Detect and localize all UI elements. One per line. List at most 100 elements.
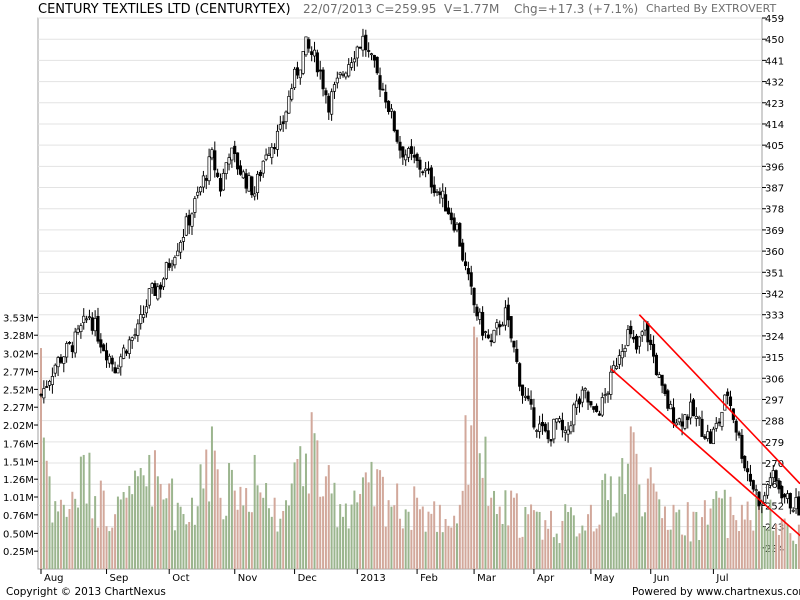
volume-bar (91, 518, 94, 569)
candle-body (130, 337, 134, 341)
volume-bar (344, 503, 347, 569)
volume-bar (145, 486, 148, 569)
candle-body (347, 64, 351, 77)
month-label: 2013 (360, 573, 385, 584)
volume-bar (364, 472, 367, 569)
price-tick-label: 306 (765, 374, 784, 385)
volume-bar (79, 456, 82, 569)
volume-bar (333, 482, 336, 569)
candle-body (463, 261, 468, 267)
candle-body (552, 418, 556, 440)
candle-body (404, 154, 408, 161)
price-tick-label: 450 (765, 35, 784, 46)
candle-body (147, 288, 151, 306)
candle-body (119, 356, 123, 368)
candle-body (76, 328, 80, 333)
volume-bar (758, 497, 760, 569)
candle-body (617, 355, 621, 365)
volume-bar (792, 540, 795, 569)
candle-body (489, 340, 493, 343)
volume-bar (307, 493, 310, 569)
candle-body (406, 148, 411, 158)
volume-bar (285, 500, 288, 569)
volume-bar (319, 496, 322, 569)
candle-body (218, 178, 223, 192)
volume-bar (723, 489, 726, 569)
volume-bar (444, 519, 447, 569)
candle-body (82, 315, 86, 323)
volume-bar (99, 480, 102, 569)
volume-bar (153, 450, 156, 569)
volume-bar (578, 533, 581, 569)
candle-body (461, 242, 465, 261)
volume-bar (618, 476, 621, 569)
volume-bar (77, 507, 80, 569)
volume-bar (262, 497, 265, 569)
candle-body (190, 213, 194, 227)
volume-bar (661, 518, 664, 569)
volume-bar (475, 337, 478, 569)
volume-bar (555, 533, 558, 569)
volume-bar (436, 531, 439, 569)
price-tick-label: 459 (765, 14, 784, 25)
candle-body (558, 418, 562, 422)
volume-bar (669, 529, 672, 569)
volume-bar (450, 527, 453, 569)
candle-body (746, 468, 750, 473)
candle-body (446, 207, 450, 215)
volume-bar (575, 536, 578, 569)
candle-body (429, 167, 433, 188)
volume-bar (142, 475, 145, 569)
candle-body (785, 493, 790, 499)
volume-bar (250, 512, 253, 569)
candle-body (352, 58, 356, 63)
volume-bar (418, 509, 421, 569)
volume-bar (330, 493, 333, 569)
candle-body (241, 171, 245, 179)
volume-bar (527, 514, 530, 569)
candle-body (53, 364, 57, 374)
volume-bar (538, 511, 541, 569)
candle-body (438, 191, 442, 196)
volume-bar (498, 506, 501, 569)
candle-body (355, 46, 359, 59)
volume-tick-label: 2.77M (3, 368, 34, 379)
candle-body (652, 343, 656, 357)
volume-bar (581, 525, 584, 569)
candle-body (164, 262, 168, 279)
candle-body (304, 36, 308, 56)
candle-body (193, 198, 197, 213)
candle-body (586, 391, 590, 403)
volume-bar (658, 499, 661, 569)
volume-bar (458, 504, 461, 569)
candle-body (344, 72, 348, 78)
volume-bar (490, 497, 493, 569)
volume-tick-label: 3.28M (3, 331, 34, 342)
candle-body (791, 509, 795, 512)
candle-body (401, 146, 405, 158)
candle-body (543, 423, 547, 432)
candle-body (59, 356, 63, 363)
candle-body (79, 325, 83, 332)
candle-body (70, 345, 74, 353)
candle-body (153, 283, 157, 296)
volume-bar (746, 501, 749, 569)
volume-tick-label: 1.51M (3, 457, 34, 468)
volume-bar (530, 504, 533, 569)
volume-bar (57, 511, 60, 569)
candle-body (689, 401, 693, 419)
candle-body (207, 156, 211, 182)
volume-bar (148, 454, 151, 569)
candle-body (233, 145, 237, 155)
volume-bar (59, 499, 62, 569)
volume-bar (68, 509, 71, 569)
volume-tick-label: 1.76M (3, 440, 34, 451)
volume-bar (626, 463, 629, 569)
candle-body (523, 395, 527, 398)
volume-bar (644, 512, 647, 569)
candle-body (358, 46, 362, 49)
price-tick-label: 261 (765, 480, 784, 491)
volume-bar (390, 506, 393, 569)
price-tick-label: 414 (765, 120, 784, 131)
